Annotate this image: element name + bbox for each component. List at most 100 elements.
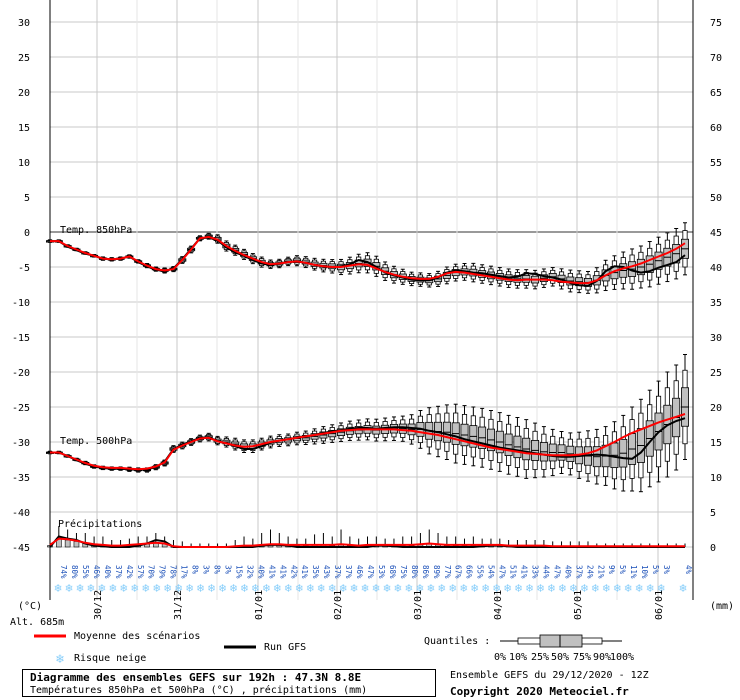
snow-risk-value: 47% — [498, 565, 507, 579]
right-tick-label: 30 — [710, 333, 722, 344]
left-tick-label: 30 — [18, 18, 30, 29]
snow-risk-value: 24% — [585, 565, 594, 579]
snowflake-icon: ❄ — [361, 581, 368, 595]
precip-box — [73, 541, 80, 548]
quantile-label: 75% — [573, 652, 591, 663]
snowflake-icon: ❄ — [241, 581, 248, 595]
snow-risk-value: 42% — [125, 565, 134, 579]
snow-risk-value: 89% — [432, 565, 441, 579]
snow-risk-value: 8% — [213, 565, 222, 575]
left-tick-label: -45 — [12, 543, 30, 554]
date-label: 01/01 — [254, 590, 265, 620]
snow-risk-value: 37% — [344, 565, 353, 579]
snowflake-icon: ❄ — [449, 581, 456, 595]
chart-subtitle: Températures 850hPa et 500hPa (°C) , pré… — [30, 685, 368, 696]
left-tick-label: 5 — [24, 193, 30, 204]
left-tick-label: 10 — [18, 158, 30, 169]
right-tick-label: 75 — [710, 18, 722, 29]
snow-risk-value: 40% — [103, 565, 112, 579]
snowflake-icon: ❄ — [646, 581, 653, 595]
quantile-box — [539, 634, 583, 648]
snowflake-icon: ❄ — [581, 581, 588, 595]
snowflake-icon: ❄ — [460, 581, 467, 595]
snow-risk-value: 3% — [662, 565, 671, 575]
left-tick-label: -5 — [18, 263, 30, 274]
quantile-label: 50% — [551, 652, 569, 663]
snowflake-icon: ❄ — [394, 581, 401, 595]
date-label: 30/12 — [93, 590, 104, 620]
snowflake-icon: ❄ — [548, 581, 555, 595]
snow-risk-value: 15% — [234, 565, 243, 579]
chart-title: Diagramme des ensembles GEFS sur 192h : … — [30, 671, 362, 684]
legend-run-label: Run GFS — [264, 642, 307, 653]
snow-risk-value: 3% — [202, 565, 211, 575]
right-tick-label: 10 — [710, 473, 722, 484]
snowflake-icon: ❄ — [614, 581, 621, 595]
snowflake-icon: ❄ — [350, 581, 357, 595]
snow-risk-value: 40% — [256, 565, 265, 579]
snowflake-icon: ❄ — [285, 581, 292, 595]
snow-risk-value: 42% — [289, 565, 298, 579]
right-tick-label: 15 — [710, 438, 722, 449]
quantile-label: 90% — [593, 652, 611, 663]
snow-risk-value: 21% — [596, 565, 605, 579]
snow-risk-value: 53% — [377, 565, 386, 579]
left-tick-label: -15 — [12, 333, 30, 344]
date-label: 31/12 — [173, 590, 184, 620]
snow-risk-value: 47% — [366, 565, 375, 579]
snowflake-icon: ❄ — [263, 581, 270, 595]
snow-risk-layer: 74% ❄ 80% ❄ 55% ❄ 46% ❄ 40% ❄ 37% ❄ 42% ❄ 57% ❄ 70% ❄ 79% ❄… — [54, 565, 693, 595]
snow-risk-value: 37% — [574, 565, 583, 579]
snow-risk-value: 54% — [487, 565, 496, 579]
date-label: 03/01 — [413, 590, 424, 620]
snow-risk-value: 41% — [520, 565, 529, 579]
snowflake-icon: ❄ — [142, 581, 149, 595]
right-tick-label: 55 — [710, 158, 722, 169]
snow-risk-value: 37% — [333, 565, 342, 579]
chart-title-box: Diagramme des ensembles GEFS sur 192h : … — [22, 669, 436, 697]
snowflake-icon: ❄ — [109, 581, 116, 595]
quantile-label: 10% — [509, 652, 527, 663]
snowflake-icon: ❄ — [219, 581, 226, 595]
date-label: 05/01 — [573, 590, 584, 620]
snowflake-icon: ❄ — [471, 581, 478, 595]
snowflake-icon: ❄ — [493, 581, 500, 595]
snow-risk-value: 5% — [651, 565, 660, 575]
snowflake-icon: ❄ — [679, 581, 686, 595]
snow-risk-value: 43% — [322, 565, 331, 579]
snowflake-icon: ❄ — [636, 581, 643, 595]
snow-risk-value: 57% — [136, 565, 145, 579]
snowflake-icon: ❄ — [427, 581, 434, 595]
snow-risk-value: 47% — [552, 565, 561, 579]
left-tick-label: -10 — [12, 298, 30, 309]
snow-risk-value: 9% — [607, 565, 616, 575]
quantile-label: 100% — [610, 652, 634, 663]
snow-risk-value: 41% — [267, 565, 276, 579]
right-tick-label: 50 — [710, 193, 722, 204]
left-unit-label: (°C) — [18, 601, 42, 612]
snow-risk-value: 17% — [180, 565, 189, 579]
right-tick-label: 25 — [710, 368, 722, 379]
snowflake-icon: ❄ — [438, 581, 445, 595]
snowflake-icon: ❄ — [307, 581, 314, 595]
snow-risk-value: 77% — [443, 565, 452, 579]
snow-risk-value: 78% — [169, 565, 178, 579]
snowflake-icon: ❄ — [65, 581, 72, 595]
t850-label: Temp. 850hPa — [60, 225, 132, 236]
altitude-label: Alt. 685m — [10, 617, 65, 628]
series-lines — [49, 235, 686, 548]
legend-snow-label: Risque neige — [74, 653, 147, 664]
snow-risk-value: 46% — [92, 565, 101, 579]
snowflake-icon: ❄ — [318, 581, 325, 595]
snow-risk-value: 8% — [191, 565, 200, 575]
snowflake-icon: ❄ — [87, 581, 94, 595]
left-tick-label: 0 — [24, 228, 30, 239]
snowflake-icon: ❄ — [98, 581, 105, 595]
right-tick-label: 60 — [710, 123, 722, 134]
snowflake-icon: ❄ — [405, 581, 412, 595]
left-tick-label: -20 — [12, 368, 30, 379]
snow-risk-value: 75% — [399, 565, 408, 579]
snow-risk-value: 74% — [59, 565, 68, 579]
right-tick-label: 65 — [710, 88, 722, 99]
